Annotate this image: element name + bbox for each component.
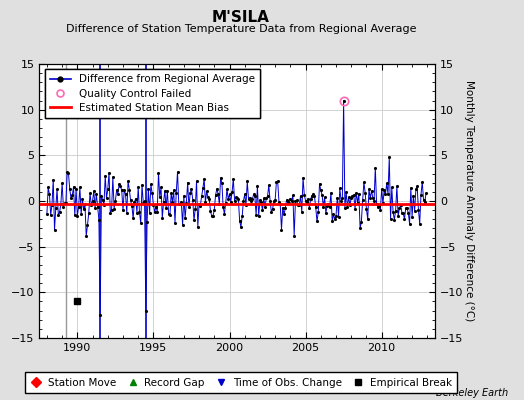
Legend: Difference from Regional Average, Quality Control Failed, Estimated Station Mean: Difference from Regional Average, Qualit…: [45, 69, 260, 118]
Text: Berkeley Earth: Berkeley Earth: [436, 388, 508, 398]
Text: Difference of Station Temperature Data from Regional Average: Difference of Station Temperature Data f…: [66, 24, 416, 34]
Legend: Station Move, Record Gap, Time of Obs. Change, Empirical Break: Station Move, Record Gap, Time of Obs. C…: [25, 372, 457, 393]
Text: M'SILA: M'SILA: [212, 10, 270, 25]
Y-axis label: Monthly Temperature Anomaly Difference (°C): Monthly Temperature Anomaly Difference (…: [464, 80, 474, 322]
